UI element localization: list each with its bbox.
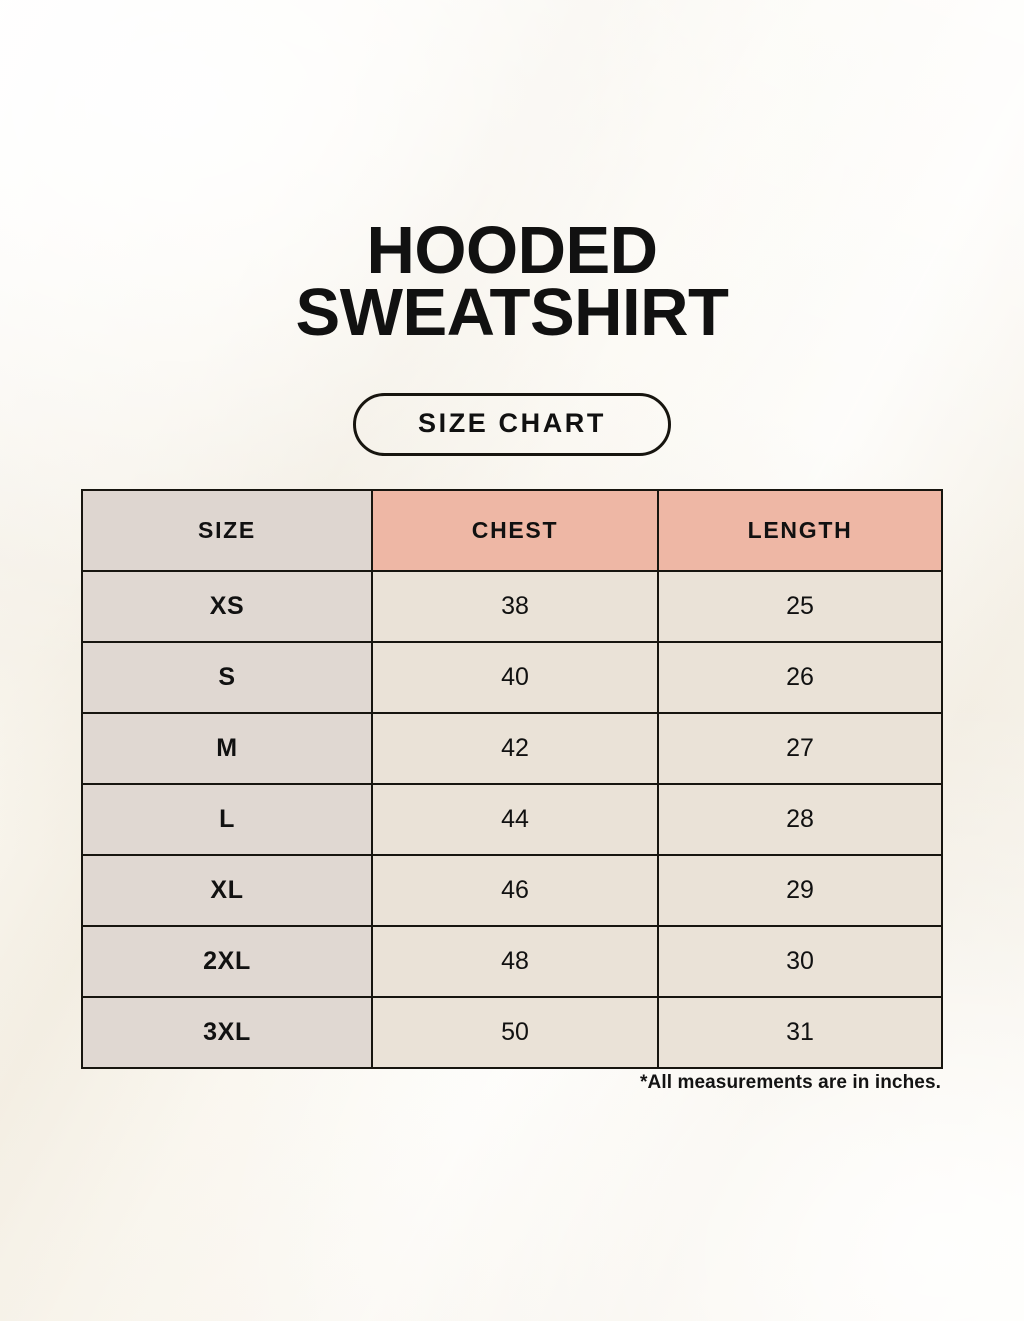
cell-length: 25	[657, 570, 943, 643]
title-line-1: HOODED	[366, 213, 658, 288]
cell-length: 29	[657, 854, 943, 927]
cell-chest: 44	[371, 783, 659, 856]
cell-length: 31	[657, 996, 943, 1069]
cell-size: XL	[81, 854, 373, 927]
cell-chest: 48	[371, 925, 659, 998]
table-header-row: SIZE CHEST LENGTH	[81, 489, 943, 572]
column-header-size: SIZE	[81, 489, 373, 572]
cell-chest: 38	[371, 570, 659, 643]
column-header-length: LENGTH	[657, 489, 943, 572]
cell-chest: 50	[371, 996, 659, 1069]
column-header-chest: CHEST	[371, 489, 659, 572]
table-row: M 42 27	[81, 712, 943, 785]
cell-size: 3XL	[81, 996, 373, 1069]
cell-size: 2XL	[81, 925, 373, 998]
cell-chest: 42	[371, 712, 659, 785]
cell-size: XS	[81, 570, 373, 643]
cell-size: M	[81, 712, 373, 785]
cell-size: L	[81, 783, 373, 856]
table-row: XL 46 29	[81, 854, 943, 927]
title-line-2: SWEATSHIRT	[295, 275, 729, 350]
size-table: SIZE CHEST LENGTH XS 38 25 S 40 26 M	[81, 489, 943, 1069]
measurements-footnote: *All measurements are in inches.	[640, 1072, 941, 1093]
table-row: 2XL 48 30	[81, 925, 943, 998]
cell-chest: 40	[371, 641, 659, 714]
size-table-container: SIZE CHEST LENGTH XS 38 25 S 40 26 M	[81, 489, 943, 1069]
size-chart-badge: SIZE CHART	[353, 393, 671, 456]
table-row: XS 38 25	[81, 570, 943, 643]
cell-length: 28	[657, 783, 943, 856]
table-row: S 40 26	[81, 641, 943, 714]
cell-length: 30	[657, 925, 943, 998]
cell-length: 27	[657, 712, 943, 785]
table-row: 3XL 50 31	[81, 996, 943, 1069]
cell-size: S	[81, 641, 373, 714]
table-body: XS 38 25 S 40 26 M 42 27 L 44 28	[81, 570, 943, 1069]
table-row: L 44 28	[81, 783, 943, 856]
page-title: HOODED SWEATSHIRT	[0, 213, 1024, 350]
table-header: SIZE CHEST LENGTH	[81, 489, 943, 572]
cell-chest: 46	[371, 854, 659, 927]
size-chart-badge-container: SIZE CHART	[0, 393, 1024, 456]
cell-length: 26	[657, 641, 943, 714]
